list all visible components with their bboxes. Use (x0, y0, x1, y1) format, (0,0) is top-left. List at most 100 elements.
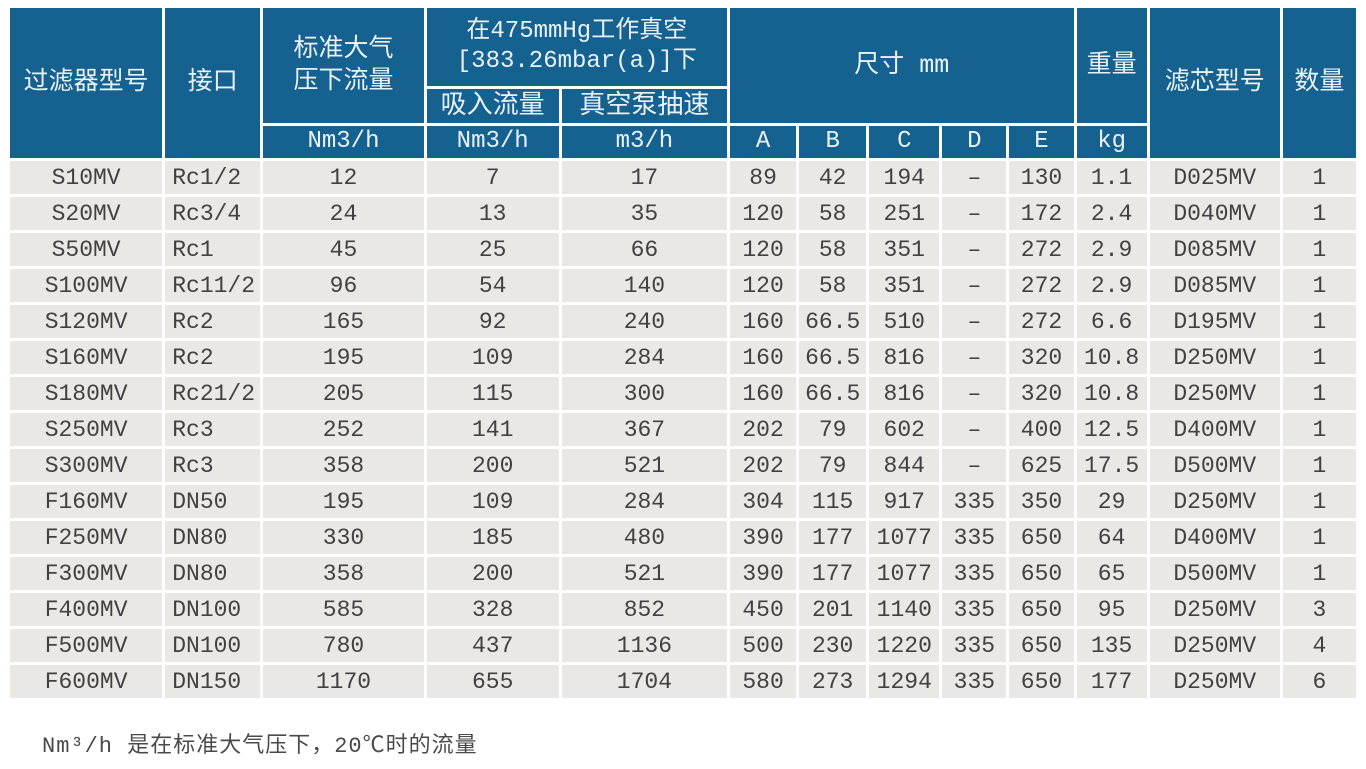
cell-connection: Rc3 (165, 449, 261, 482)
cell-dim-c: 816 (869, 377, 940, 410)
cell-filter-model: F500MV (10, 629, 163, 662)
table-row: S250MV Rc3 252 141 367 202 79 602–400 12.5 D400MV… (10, 413, 1356, 446)
cell-suction-flow: 13 (426, 197, 559, 230)
cell-element-model: D250MV (1149, 629, 1280, 662)
cell-weight: 10.8 (1076, 341, 1147, 374)
cell-weight: 135 (1076, 629, 1147, 662)
cell-weight: 1.1 (1076, 161, 1147, 194)
cell-suction-flow: 437 (426, 629, 559, 662)
cell-filter-model: S250MV (10, 413, 163, 446)
cell-pump-speed: 17 (561, 161, 728, 194)
cell-std-flow: 165 (263, 305, 424, 338)
header-unit-suction-flow: Nm3/h (426, 126, 559, 158)
cell-dim-b: 201 (799, 593, 867, 626)
cell-std-flow: 780 (263, 629, 424, 662)
cell-dim-b: 42 (799, 161, 867, 194)
cell-quantity: 1 (1282, 161, 1356, 194)
cell-std-flow: 12 (263, 161, 424, 194)
cell-suction-flow: 92 (426, 305, 559, 338)
cell-suction-flow: 54 (426, 269, 559, 302)
header-dim-d: D (942, 126, 1007, 158)
cell-filter-model: S120MV (10, 305, 163, 338)
cell-dim-a: 500 (730, 629, 797, 662)
cell-quantity: 1 (1282, 377, 1356, 410)
cell-suction-flow: 7 (426, 161, 559, 194)
cell-quantity: 4 (1282, 629, 1356, 662)
cell-dim-c: 1140 (869, 593, 940, 626)
cell-dim-e: 650 (1009, 521, 1074, 554)
cell-suction-flow: 109 (426, 485, 559, 518)
header-connection: 接口 (165, 8, 261, 158)
header-std-flow: 标准大气 压下流量 (263, 8, 424, 123)
cell-dim-e: 400 (1009, 413, 1074, 446)
cell-dim-e: 272 (1009, 233, 1074, 266)
table-row: F250MV DN80 330 185 480 390 177 1077 335 650 64 D40… (10, 521, 1356, 554)
cell-weight: 2.9 (1076, 233, 1147, 266)
cell-std-flow: 45 (263, 233, 424, 266)
cell-element-model: D400MV (1149, 521, 1280, 554)
cell-quantity: 6 (1282, 665, 1356, 698)
cell-dim-d: – (942, 161, 1007, 194)
cell-quantity: 1 (1282, 521, 1356, 554)
cell-filter-model: F400MV (10, 593, 163, 626)
cell-pump-speed: 367 (561, 413, 728, 446)
cell-dim-a: 89 (730, 161, 797, 194)
cell-filter-model: F600MV (10, 665, 163, 698)
cell-weight: 10.8 (1076, 377, 1147, 410)
cell-dim-e: 650 (1009, 593, 1074, 626)
cell-dim-c: 917 (869, 485, 940, 518)
cell-weight: 12.5 (1076, 413, 1147, 446)
table-row: F500MV DN100 780 437 1136 500 230 1220 335 650 135… (10, 629, 1356, 662)
cell-suction-flow: 25 (426, 233, 559, 266)
cell-dim-a: 304 (730, 485, 797, 518)
cell-suction-flow: 141 (426, 413, 559, 446)
cell-dim-e: 650 (1009, 629, 1074, 662)
cell-dim-a: 202 (730, 413, 797, 446)
cell-dim-d: 335 (942, 557, 1007, 590)
cell-dim-d: – (942, 305, 1007, 338)
cell-dim-e: 272 (1009, 269, 1074, 302)
cell-pump-speed: 284 (561, 485, 728, 518)
cell-dim-c: 816 (869, 341, 940, 374)
cell-dim-c: 510 (869, 305, 940, 338)
cell-dim-e: 272 (1009, 305, 1074, 338)
header-vacuum-condition: 在475mmHg工作真空 [383.26mbar(a)]下 (426, 8, 728, 86)
header-suction-flow: 吸入流量 (426, 89, 559, 123)
cell-dim-a: 160 (730, 377, 797, 410)
table-row: S50MV Rc1 45 25 66 120 58 351–272 2.9 D085MV 1 (10, 233, 1356, 266)
cell-quantity: 1 (1282, 305, 1356, 338)
cell-connection: DN50 (165, 485, 261, 518)
header-dim-b: B (799, 126, 867, 158)
cell-dim-c: 251 (869, 197, 940, 230)
cell-std-flow: 195 (263, 485, 424, 518)
table-row: S160MV Rc2 195 109 284 160 66.5 816–320 10.8 D250… (10, 341, 1356, 374)
cell-dim-a: 580 (730, 665, 797, 698)
cell-dim-c: 844 (869, 449, 940, 482)
cell-pump-speed: 284 (561, 341, 728, 374)
cell-connection: Rc2 (165, 341, 261, 374)
table-row: F160MV DN50 195 109 284 304 115 917 335 350 29 D250… (10, 485, 1356, 518)
cell-element-model: D085MV (1149, 233, 1280, 266)
table-row: S20MV Rc3/4 24 13 35 120 58 251–172 2.4 D040MV 1 (10, 197, 1356, 230)
cell-element-model: D250MV (1149, 485, 1280, 518)
cell-dim-d: – (942, 197, 1007, 230)
cell-dim-a: 450 (730, 593, 797, 626)
cell-suction-flow: 655 (426, 665, 559, 698)
cell-suction-flow: 109 (426, 341, 559, 374)
cell-pump-speed: 480 (561, 521, 728, 554)
cell-suction-flow: 200 (426, 449, 559, 482)
cell-connection: Rc3 (165, 413, 261, 446)
header-dim-e: E (1009, 126, 1074, 158)
cell-dim-b: 230 (799, 629, 867, 662)
cell-connection: DN100 (165, 629, 261, 662)
cell-dim-d: – (942, 233, 1007, 266)
cell-connection: Rc21/2 (165, 377, 261, 410)
cell-dim-c: 194 (869, 161, 940, 194)
cell-filter-model: S180MV (10, 377, 163, 410)
cell-dim-a: 160 (730, 341, 797, 374)
cell-dim-b: 115 (799, 485, 867, 518)
cell-std-flow: 330 (263, 521, 424, 554)
table-row: S10MV Rc1/2 12 7 17 89 42 194–130 1.1 D025MV 1 (10, 161, 1356, 194)
header-dim-c: C (869, 126, 940, 158)
cell-dim-d: 335 (942, 665, 1007, 698)
